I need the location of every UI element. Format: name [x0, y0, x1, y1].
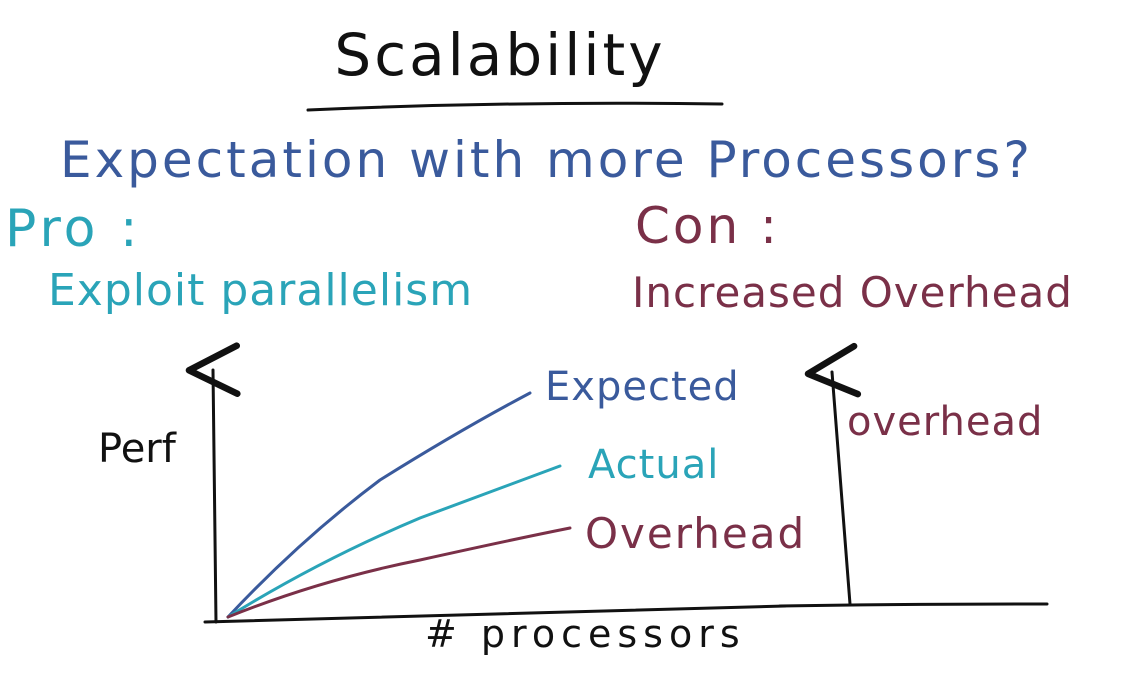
- actual-curve-label: Actual: [588, 442, 719, 488]
- question-text: Expectation with more Processors?: [60, 131, 1033, 189]
- y-axis: [185, 342, 241, 624]
- overhead-x-axis: [778, 602, 1049, 608]
- expected-curve: [226, 391, 532, 619]
- actual-curve: [226, 464, 562, 619]
- overhead-graph: overhead: [778, 342, 1049, 608]
- pro-heading: Pro :: [5, 199, 142, 259]
- expected-curve-label: Expected: [545, 364, 740, 410]
- title-underline: [306, 101, 724, 112]
- x-axis: [203, 604, 787, 624]
- con-text: Increased Overhead: [632, 268, 1073, 317]
- overhead-y-axis: [804, 342, 862, 606]
- pro-text: Exploit parallelism: [48, 265, 473, 316]
- page-title: Scalability: [334, 21, 665, 89]
- main-graph: Perf # processors Expected Actual Overhe…: [98, 342, 806, 656]
- overhead-curve-label: Overhead: [585, 509, 806, 558]
- con-heading: Con :: [635, 197, 780, 255]
- overhead-axis-label: overhead: [847, 399, 1043, 445]
- overhead-curve: [226, 526, 572, 619]
- x-axis-label: # processors: [425, 612, 746, 656]
- y-axis-label: Perf: [98, 426, 177, 472]
